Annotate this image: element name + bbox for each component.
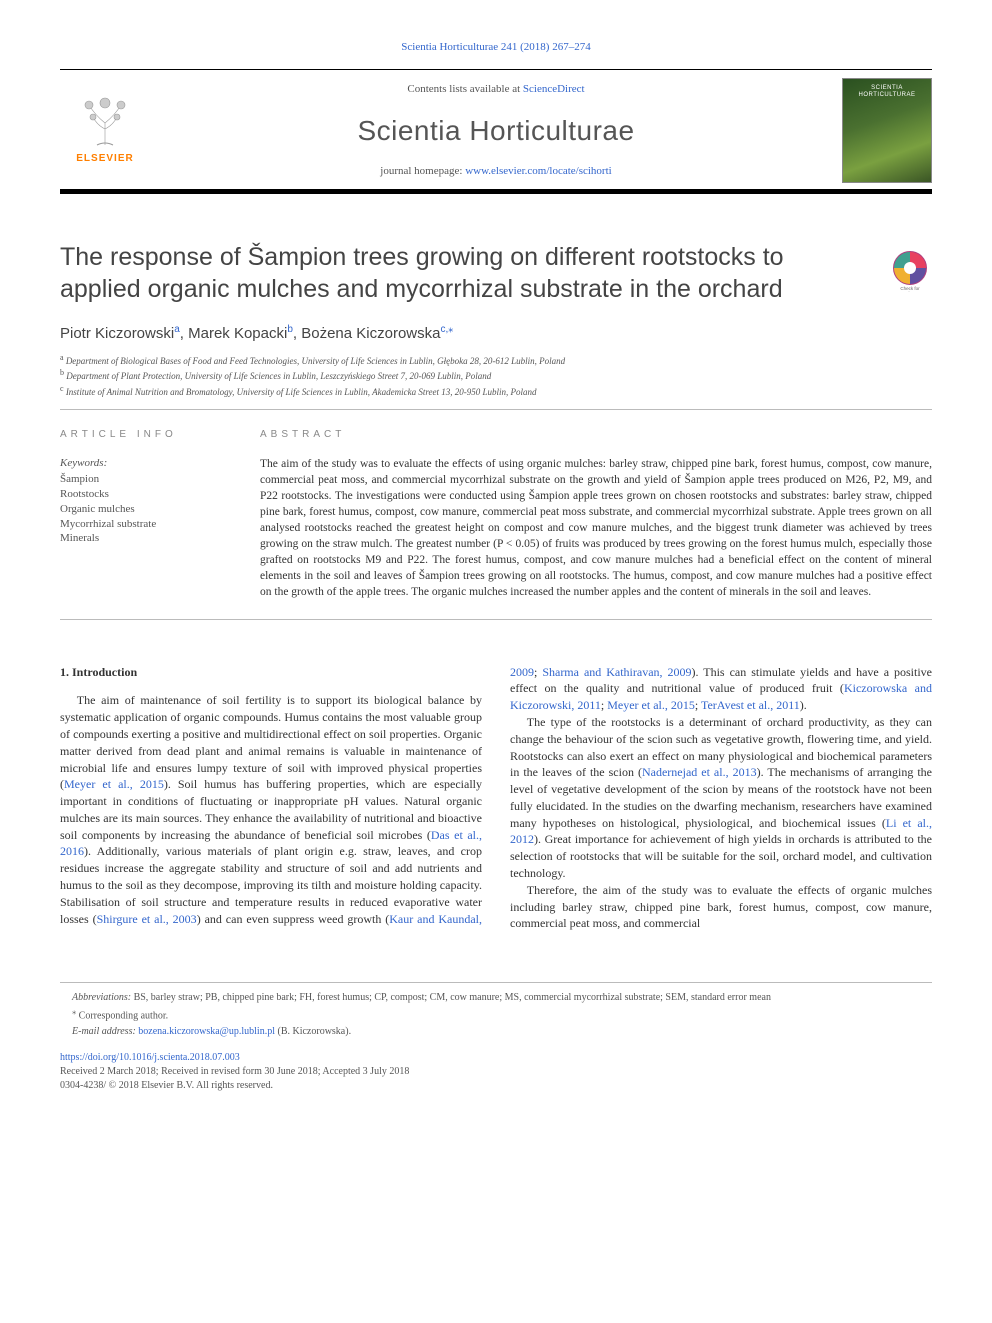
author-1: Piotr Kiczorowski (60, 325, 174, 342)
keywords-label: Keywords: (60, 456, 230, 471)
author-2: Marek Kopacki (188, 325, 287, 342)
abstract-heading: ABSTRACT (260, 428, 932, 442)
cover-label-2: HORTICULTURAE (859, 92, 916, 99)
email-link[interactable]: bozena.kiczorowska@up.lublin.pl (138, 1026, 275, 1037)
sciencedirect-link[interactable]: ScienceDirect (523, 83, 585, 95)
keyword: Šampion (60, 472, 230, 487)
homepage-prefix: journal homepage: (380, 165, 465, 177)
keywords-list: Šampion Rootstocks Organic mulches Mycor… (60, 472, 230, 546)
publisher-logo-block: ELSEVIER (60, 91, 150, 171)
body-two-column: 1. Introduction The aim of maintenance o… (60, 664, 932, 933)
elsevier-tree-icon (75, 95, 135, 150)
contents-line: Contents lists available at ScienceDirec… (150, 82, 842, 97)
keyword: Rootstocks (60, 487, 230, 502)
doi-block: https://doi.org/10.1016/j.scienta.2018.0… (60, 1051, 932, 1093)
intro-para-2: The type of the rootstocks is a determin… (510, 714, 932, 882)
journal-banner: ELSEVIER Contents lists available at Sci… (60, 69, 932, 194)
abstract-text: The aim of the study was to evaluate the… (260, 456, 932, 601)
author-2-aff[interactable]: b (287, 324, 293, 335)
elsevier-logo: ELSEVIER (65, 91, 145, 171)
homepage-line: journal homepage: www.elsevier.com/locat… (150, 164, 842, 179)
affiliation-b: b Department of Plant Protection, Univer… (60, 367, 932, 383)
cover-label-1: SCIENTIA (871, 85, 903, 92)
keyword: Minerals (60, 531, 230, 546)
banner-center: Contents lists available at ScienceDirec… (150, 82, 842, 180)
affiliations-block: a Department of Biological Bases of Food… (60, 352, 932, 410)
contents-prefix: Contents lists available at (407, 83, 522, 95)
abbreviations-line: Abbreviations: BS, barley straw; PB, chi… (60, 991, 932, 1005)
keyword: Organic mulches (60, 502, 230, 517)
article-title: The response of Šampion trees growing on… (60, 242, 888, 305)
article-info-heading: ARTICLE INFO (60, 428, 230, 442)
citation-link[interactable]: Meyer et al., 2015 (64, 777, 164, 791)
journal-reference: Scientia Horticulturae 241 (2018) 267–27… (60, 40, 932, 55)
email-line: E-mail address: bozena.kiczorowska@up.lu… (60, 1025, 932, 1039)
journal-name: Scientia Horticulturae (150, 111, 842, 150)
check-for-updates-icon[interactable]: Check for updates (888, 248, 932, 292)
abstract-column: ABSTRACT The aim of the study was to eva… (260, 428, 932, 601)
keyword: Mycorrhizal substrate (60, 517, 230, 532)
affiliation-c: c Institute of Animal Nutrition and Brom… (60, 383, 932, 399)
citation-link[interactable]: TerAvest et al., 2011 (701, 698, 800, 712)
citation-link[interactable]: Shirgure et al., 2003 (97, 912, 197, 926)
footnotes-block: Abbreviations: BS, barley straw; PB, chi… (60, 982, 932, 1038)
authors-line: Piotr Kiczorowskia, Marek Kopackib, Boże… (60, 323, 932, 344)
svg-text:updates: updates (902, 291, 919, 292)
copyright-line: 0304-4238/ © 2018 Elsevier B.V. All righ… (60, 1079, 932, 1093)
citation-link[interactable]: Nadernejad et al., 2013 (642, 765, 757, 779)
corresponding-author-note: ⁎ Corresponding author. (60, 1006, 932, 1023)
author-3: Bożena Kiczorowska (301, 325, 440, 342)
author-1-aff[interactable]: a (174, 324, 180, 335)
intro-para-3: Therefore, the aim of the study was to e… (510, 882, 932, 932)
article-dates: Received 2 March 2018; Received in revis… (60, 1065, 932, 1079)
citation-link[interactable]: Meyer et al., 2015 (607, 698, 695, 712)
homepage-link[interactable]: www.elsevier.com/locate/scihorti (465, 165, 612, 177)
affiliation-a: a Department of Biological Bases of Food… (60, 352, 932, 368)
article-info-column: ARTICLE INFO Keywords: Šampion Rootstock… (60, 428, 260, 601)
citation-link[interactable]: Sharma and Kathiravan, 2009 (542, 665, 691, 679)
publisher-name: ELSEVIER (76, 152, 133, 166)
journal-cover-thumbnail: SCIENTIA HORTICULTURAE (842, 78, 932, 183)
author-3-aff[interactable]: c,⁎ (440, 324, 453, 335)
doi-link[interactable]: https://doi.org/10.1016/j.scienta.2018.0… (60, 1051, 932, 1065)
section-1-heading: 1. Introduction (60, 664, 482, 681)
